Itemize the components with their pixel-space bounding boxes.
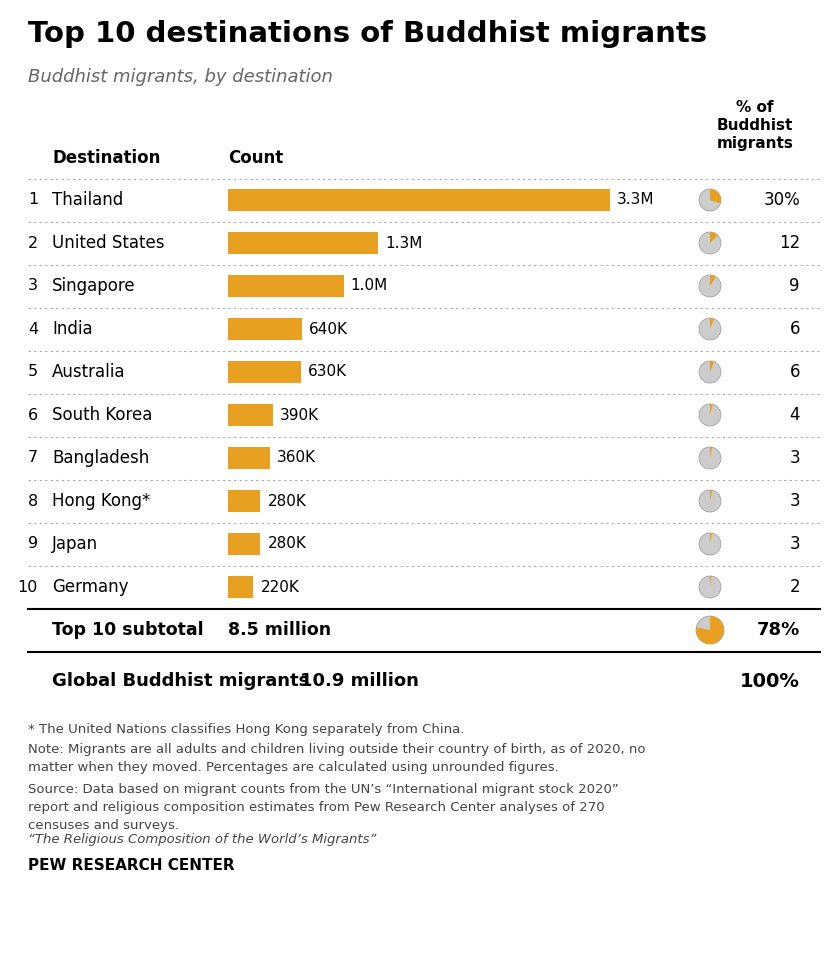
Text: Note: Migrants are all adults and children living outside their country of birth: Note: Migrants are all adults and childr… [28,744,645,775]
Text: Source: Data based on migrant counts from the UN’s “International migrant stock : Source: Data based on migrant counts fro… [28,783,619,833]
Circle shape [699,318,721,340]
Text: 100%: 100% [740,672,800,691]
Text: 1: 1 [28,192,38,208]
Text: 360K: 360K [276,450,316,466]
Text: India: India [52,320,92,338]
Wedge shape [710,490,712,501]
Text: Japan: Japan [52,535,98,553]
Text: Thailand: Thailand [52,191,123,209]
Circle shape [699,490,721,512]
Text: 640K: 640K [309,322,348,336]
Wedge shape [710,447,712,458]
Text: 6: 6 [790,363,800,381]
Text: 3.3M: 3.3M [617,192,654,208]
Circle shape [699,447,721,469]
Text: % of
Buddhist
migrants: % of Buddhist migrants [717,100,794,151]
Text: Germany: Germany [52,578,129,596]
Wedge shape [710,576,711,587]
Wedge shape [710,318,714,329]
Text: 280K: 280K [267,536,307,552]
Text: 1.3M: 1.3M [386,236,423,250]
Text: 10.9 million: 10.9 million [300,672,419,691]
Text: Singapore: Singapore [52,277,135,295]
Text: 6: 6 [28,408,38,422]
Text: 280K: 280K [267,494,307,508]
Circle shape [699,576,721,598]
Bar [228,447,270,469]
Text: Australia: Australia [52,363,125,381]
Bar [228,189,610,211]
Circle shape [699,275,721,297]
Text: Count: Count [228,149,283,167]
Bar [228,533,260,555]
Text: 3: 3 [790,492,800,510]
Text: 1.0M: 1.0M [351,278,388,294]
Text: 6: 6 [790,320,800,338]
Bar [228,318,302,340]
Bar [228,275,344,297]
Text: 8: 8 [28,494,38,508]
Text: Hong Kong*: Hong Kong* [52,492,150,510]
Text: Top 10 destinations of Buddhist migrants: Top 10 destinations of Buddhist migrants [28,20,707,48]
Bar [228,490,260,512]
Text: Top 10 subtotal: Top 10 subtotal [52,621,203,639]
Text: 3: 3 [790,535,800,553]
Text: 8.5 million: 8.5 million [228,621,331,639]
Text: 3: 3 [790,449,800,467]
Circle shape [699,533,721,555]
Text: 4: 4 [790,406,800,424]
Text: 78%: 78% [757,621,800,639]
Circle shape [699,189,721,211]
Text: 2: 2 [790,578,800,596]
Bar [228,404,273,426]
Bar [228,232,379,254]
Bar [228,361,301,383]
Wedge shape [710,404,712,415]
Bar [228,576,254,598]
Text: United States: United States [52,234,165,252]
Text: 2: 2 [28,236,38,250]
Circle shape [699,232,721,254]
Circle shape [696,616,724,644]
Text: “The Religious Composition of the World’s Migrants”: “The Religious Composition of the World’… [28,834,376,846]
Text: 390K: 390K [281,408,319,422]
Text: 220K: 220K [260,580,299,594]
Text: Bangladesh: Bangladesh [52,449,150,467]
Text: 9: 9 [28,536,38,552]
Text: 7: 7 [28,450,38,466]
Wedge shape [710,533,712,544]
Text: 630K: 630K [308,364,347,380]
Text: 30%: 30% [764,191,800,209]
Text: Destination: Destination [52,149,160,167]
Wedge shape [710,275,716,286]
Wedge shape [710,189,721,204]
Text: * The United Nations classifies Hong Kong separately from China.: * The United Nations classifies Hong Kon… [28,724,465,736]
Circle shape [699,404,721,426]
Circle shape [699,361,721,383]
Text: PEW RESEARCH CENTER: PEW RESEARCH CENTER [28,858,234,872]
Wedge shape [710,232,717,243]
Text: South Korea: South Korea [52,406,152,424]
Text: 4: 4 [28,322,38,336]
Text: Buddhist migrants, by destination: Buddhist migrants, by destination [28,68,333,86]
Text: 9: 9 [790,277,800,295]
Text: 3: 3 [28,278,38,294]
Text: 12: 12 [779,234,800,252]
Wedge shape [696,616,724,644]
Text: 10: 10 [18,580,38,594]
Wedge shape [710,361,714,372]
Text: 5: 5 [28,364,38,380]
Text: Global Buddhist migrants: Global Buddhist migrants [52,672,309,691]
